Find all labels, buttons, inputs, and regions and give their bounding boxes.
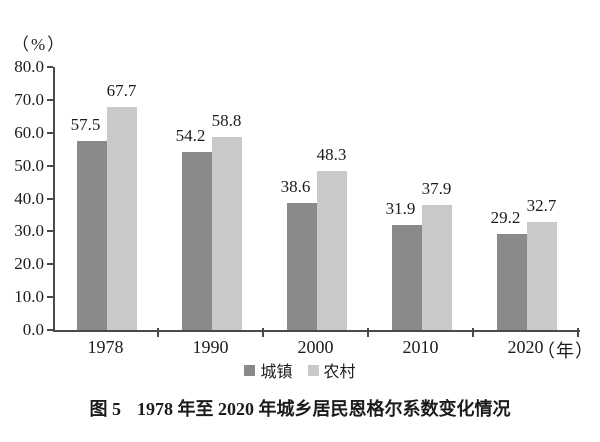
bar-value-label: 58.8 — [211, 110, 242, 130]
x-tick-mark — [367, 328, 369, 337]
y-tick-label: 30.0 — [14, 221, 44, 241]
x-tick-label: 2010 — [402, 337, 439, 357]
bar-rural — [211, 136, 242, 330]
x-tick-label: 1990 — [192, 337, 229, 357]
rural-swatch-icon — [307, 364, 319, 376]
bar-value-label: 37.9 — [421, 179, 452, 199]
x-tick-label: 1978 — [87, 337, 124, 357]
bar-urban — [496, 234, 527, 330]
bar-value-label: 38.6 — [280, 177, 311, 197]
legend-item-urban: 城镇 — [244, 358, 293, 382]
y-tick-label: 70.0 — [14, 89, 44, 109]
bar-value-label: 29.2 — [490, 208, 521, 227]
x-tick-mark — [577, 328, 579, 337]
y-tick-label: 80.0 — [14, 57, 44, 76]
legend-label-rural: 农村 — [323, 364, 356, 381]
y-tick-label: 20.0 — [14, 254, 44, 274]
bar-urban — [286, 203, 317, 330]
y-axis-unit-label: （%） — [12, 35, 67, 54]
urban-swatch-icon — [244, 364, 256, 376]
figure-caption: 图 5 1978 年至 2020 年城乡居民恩格尔系数变化情况 — [0, 395, 600, 421]
y-tick-mark — [47, 329, 53, 331]
x-tick-label: 2020 — [507, 337, 544, 357]
legend: 城镇 农村 — [0, 358, 600, 382]
y-tick-mark — [47, 197, 53, 200]
bar-rural — [421, 205, 452, 330]
bar-rural — [106, 107, 137, 330]
bar-value-label: 31.9 — [385, 199, 416, 219]
x-axis-unit-label: （年） — [537, 341, 594, 361]
y-tick-label: 0.0 — [22, 320, 44, 339]
figure-title: 1978 年至 2020 年城乡居民恩格尔系数变化情况 — [137, 399, 511, 419]
legend-label-urban: 城镇 — [260, 364, 293, 381]
figure-number: 图 5 — [89, 399, 122, 419]
bar-value-label: 48.3 — [316, 145, 347, 165]
x-tick-label: 2000 — [297, 337, 334, 357]
bar-urban — [76, 140, 107, 330]
x-tick-mark — [472, 328, 474, 337]
bar-rural — [316, 171, 347, 330]
y-axis-line — [53, 67, 55, 332]
bar-value-label: 54.2 — [175, 125, 206, 145]
y-tick-mark — [47, 296, 53, 299]
bar-value-label: 67.7 — [106, 81, 137, 101]
legend-item-rural: 农村 — [307, 358, 356, 382]
bar-urban — [391, 225, 422, 330]
y-tick-mark — [47, 263, 53, 266]
y-tick-label: 60.0 — [14, 122, 44, 142]
y-tick-mark — [47, 131, 53, 134]
y-tick-mark — [47, 230, 53, 233]
bar-urban — [181, 151, 212, 330]
x-tick-mark — [262, 328, 264, 337]
bar-value-label: 57.5 — [70, 114, 101, 134]
y-tick-mark — [47, 66, 53, 68]
bar-value-label: 32.7 — [526, 196, 557, 216]
y-tick-mark — [47, 98, 53, 101]
x-axis-line — [53, 330, 580, 332]
bar-rural — [526, 222, 557, 330]
y-tick-label: 40.0 — [14, 188, 44, 208]
y-tick-label: 50.0 — [14, 155, 44, 175]
y-tick-label: 10.0 — [14, 287, 44, 307]
y-tick-mark — [47, 164, 53, 167]
x-tick-mark — [157, 328, 159, 337]
